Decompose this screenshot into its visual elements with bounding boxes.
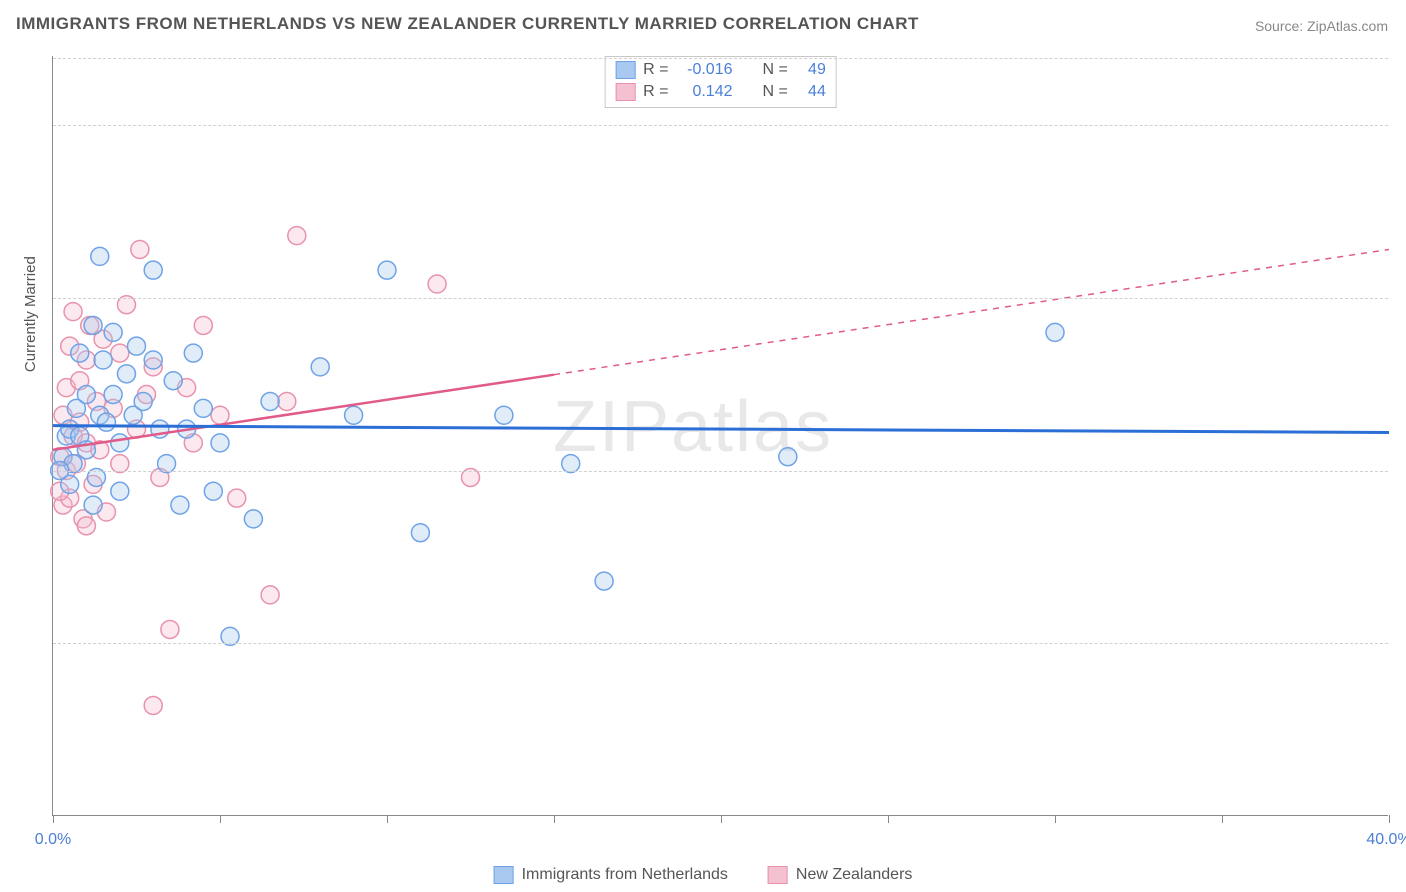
legend-r-label: R = [643, 61, 668, 79]
y-tick-label: 75.0% [1392, 289, 1406, 307]
x-tick-label: 40.0% [1366, 831, 1406, 849]
data-point [184, 344, 202, 362]
data-point [111, 434, 129, 452]
data-point [411, 524, 429, 542]
source-label: Source: ZipAtlas.com [1255, 18, 1388, 34]
data-point [97, 413, 115, 431]
legend-label: New Zealanders [796, 866, 913, 884]
legend-r-value: -0.016 [677, 61, 733, 79]
data-point [211, 434, 229, 452]
data-point [261, 586, 279, 604]
data-point [211, 406, 229, 424]
x-tick [554, 815, 555, 823]
data-point [144, 696, 162, 714]
legend-row: R = 0.142 N = 44 [615, 81, 826, 103]
data-point [144, 261, 162, 279]
data-point [91, 247, 109, 265]
data-point [204, 482, 222, 500]
data-point [94, 351, 112, 369]
legend-swatch [494, 866, 514, 884]
data-point [194, 316, 212, 334]
data-point [77, 386, 95, 404]
data-point [131, 240, 149, 258]
legend-n-value: 44 [796, 83, 826, 101]
data-point [71, 344, 89, 362]
data-point [495, 406, 513, 424]
data-point [244, 510, 262, 528]
x-tick [1222, 815, 1223, 823]
x-tick [53, 815, 54, 823]
scatter-svg [53, 56, 1388, 815]
gridline [53, 58, 1388, 59]
data-point [278, 392, 296, 410]
data-point [1046, 323, 1064, 341]
legend-r-value: 0.142 [677, 83, 733, 101]
data-point [128, 337, 146, 355]
data-point [104, 386, 122, 404]
y-tick-label: 50.0% [1392, 462, 1406, 480]
x-tick [888, 815, 889, 823]
x-tick-label: 0.0% [35, 831, 71, 849]
data-point [428, 275, 446, 293]
data-point [194, 399, 212, 417]
data-point [117, 365, 135, 383]
legend-row: R = -0.016 N = 49 [615, 59, 826, 81]
gridline [53, 298, 1388, 299]
series-legend: Immigrants from Netherlands New Zealander… [494, 866, 913, 884]
y-tick-label: 100.0% [1392, 116, 1406, 134]
legend-item: Immigrants from Netherlands [494, 866, 728, 884]
data-point [779, 448, 797, 466]
legend-swatch [768, 866, 788, 884]
data-point [64, 303, 82, 321]
data-point [378, 261, 396, 279]
data-point [77, 517, 95, 535]
legend-swatch [615, 83, 635, 101]
gridline [53, 125, 1388, 126]
data-point [144, 351, 162, 369]
chart-plot-area: ZIPatlas R =-0.016N =49R =0.142N =44 25.… [52, 56, 1388, 816]
data-point [84, 316, 102, 334]
y-tick-label: 25.0% [1392, 634, 1406, 652]
legend-n-label: N = [763, 83, 788, 101]
data-point [161, 620, 179, 638]
legend-r-label: R = [643, 83, 668, 101]
x-tick [721, 815, 722, 823]
x-tick [1389, 815, 1390, 823]
data-point [228, 489, 246, 507]
data-point [171, 496, 189, 514]
y-axis-title: Currently Married [22, 256, 39, 372]
x-tick [1055, 815, 1056, 823]
x-tick [220, 815, 221, 823]
data-point [311, 358, 329, 376]
data-point [111, 482, 129, 500]
stats-legend: R = -0.016 N = 49 R = 0.142 N = 44 [604, 56, 837, 108]
chart-title: IMMIGRANTS FROM NETHERLANDS VS NEW ZEALA… [16, 14, 919, 34]
data-point [345, 406, 363, 424]
data-point [134, 392, 152, 410]
data-point [164, 372, 182, 390]
trend-line-dashed [554, 249, 1389, 374]
legend-n-value: 49 [796, 61, 826, 79]
data-point [261, 392, 279, 410]
legend-swatch [615, 61, 635, 79]
data-point [104, 323, 122, 341]
gridline [53, 643, 1388, 644]
legend-label: Immigrants from Netherlands [522, 866, 728, 884]
data-point [595, 572, 613, 590]
trend-line [53, 426, 1389, 433]
data-point [288, 227, 306, 245]
legend-item: New Zealanders [768, 866, 913, 884]
data-point [111, 344, 129, 362]
x-tick [387, 815, 388, 823]
data-point [84, 496, 102, 514]
gridline [53, 471, 1388, 472]
legend-n-label: N = [763, 61, 788, 79]
